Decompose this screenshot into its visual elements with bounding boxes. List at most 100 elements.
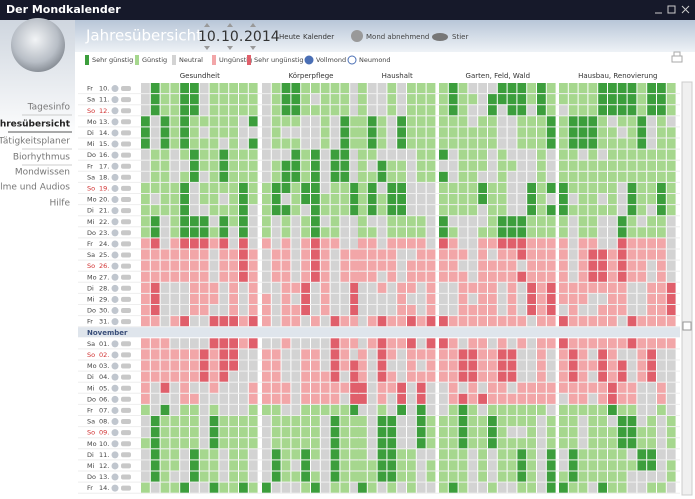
- rating-cell: [141, 271, 150, 282]
- rating-cell: [199, 194, 209, 205]
- rating-cell: [150, 393, 160, 404]
- rating-cell: [488, 171, 497, 182]
- scrollbar[interactable]: [681, 81, 693, 496]
- rating-cell: [458, 238, 468, 249]
- date-field[interactable]: 2014: [244, 29, 280, 45]
- rating-cell: [291, 238, 301, 249]
- rating-cell: [426, 427, 436, 438]
- rating-cell: [229, 260, 238, 271]
- rating-cell: [209, 382, 219, 393]
- rating-cell: [397, 138, 406, 149]
- date-field[interactable]: 10.: [221, 29, 243, 45]
- rating-cell: [458, 127, 468, 138]
- rating-cell: [387, 438, 397, 449]
- rating-cell: [377, 416, 387, 427]
- rating-cell: [507, 293, 517, 304]
- rating-cell: [180, 271, 189, 282]
- rating-cell: [407, 416, 416, 427]
- header-band: [75, 20, 695, 52]
- rating-cell: [387, 182, 397, 193]
- rating-cell: [507, 216, 517, 227]
- printer-icon[interactable]: [671, 51, 683, 63]
- rating-cell: [219, 393, 229, 404]
- window-buttons[interactable]: [655, 5, 690, 14]
- rating-cell: [320, 227, 330, 238]
- rating-cell: [262, 83, 271, 94]
- rating-cell: [229, 371, 238, 382]
- rating-cell: [387, 105, 397, 116]
- rating-cell: [468, 382, 478, 393]
- rating-cell: [229, 293, 238, 304]
- rating-cell: [248, 305, 258, 316]
- rating-cell: [262, 360, 271, 371]
- rating-cell: [448, 404, 458, 415]
- nav-item[interactable]: Tätigkeitsplaner: [0, 137, 70, 147]
- rating-cell: [180, 305, 189, 316]
- moon-icon: [111, 207, 119, 215]
- rating-cell: [546, 149, 556, 160]
- rating-cell: [281, 416, 291, 427]
- rating-cell: [627, 316, 637, 327]
- rating-cell: [458, 282, 468, 293]
- rating-cell: [330, 404, 340, 415]
- zodiac-icon: [121, 130, 131, 136]
- rating-cell: [478, 216, 487, 227]
- moon-icon: [111, 362, 119, 370]
- rating-cell: [209, 105, 219, 116]
- rating-cell: [588, 194, 598, 205]
- calendar-button[interactable]: Kalender: [303, 33, 334, 41]
- rating-cell: [150, 293, 160, 304]
- rating-cell: [301, 105, 310, 116]
- rating-cell: [367, 238, 377, 249]
- legend-label: Vollmond: [316, 56, 346, 64]
- rating-cell: [448, 427, 458, 438]
- rating-cell: [248, 138, 258, 149]
- rating-cell: [160, 94, 170, 105]
- rating-cell: [439, 182, 448, 193]
- rating-cell: [598, 349, 607, 360]
- rating-cell: [637, 404, 647, 415]
- rating-cell: [271, 293, 281, 304]
- rating-cell: [637, 393, 647, 404]
- date-field[interactable]: 10.: [198, 29, 220, 45]
- rating-cell: [559, 171, 568, 182]
- rating-cell: [407, 360, 416, 371]
- nav-item[interactable]: Mondwissen: [15, 168, 70, 178]
- rating-cell: [458, 271, 468, 282]
- rating-cell: [311, 393, 320, 404]
- rating-cell: [439, 227, 448, 238]
- rating-cell: [497, 316, 507, 327]
- rating-cell: [537, 316, 546, 327]
- rating-cell: [588, 382, 598, 393]
- rating-cell: [271, 482, 281, 493]
- today-button[interactable]: Heute: [279, 33, 300, 41]
- rating-cell: [478, 171, 487, 182]
- rating-cell: [209, 138, 219, 149]
- rating-cell: [199, 460, 209, 471]
- rating-cell: [666, 227, 676, 238]
- rating-cell: [170, 149, 180, 160]
- rating-cell: [141, 305, 150, 316]
- rating-cell: [150, 271, 160, 282]
- rating-cell: [358, 216, 367, 227]
- rating-cell: [367, 471, 377, 482]
- scroll-thumb[interactable]: [682, 321, 692, 331]
- nav-item[interactable]: Biorhythmus: [13, 153, 70, 163]
- rating-cell: [219, 438, 229, 449]
- rating-cell: [627, 249, 637, 260]
- rating-cell: [377, 371, 387, 382]
- rating-cell: [416, 249, 426, 260]
- rating-cell: [229, 305, 238, 316]
- nav-item[interactable]: Tagesinfo: [27, 103, 71, 113]
- rating-cell: [497, 160, 507, 171]
- rating-cell: [311, 382, 320, 393]
- rating-cell: [199, 338, 209, 349]
- rating-cell: [190, 438, 199, 449]
- rating-cell: [458, 316, 468, 327]
- rating-cell: [248, 449, 258, 460]
- nav-item[interactable]: Hilfe: [50, 199, 71, 209]
- rating-cell: [537, 227, 546, 238]
- nav-item[interactable]: Jahresübersicht: [0, 120, 71, 130]
- nav-item[interactable]: Filme und Audios: [0, 183, 70, 193]
